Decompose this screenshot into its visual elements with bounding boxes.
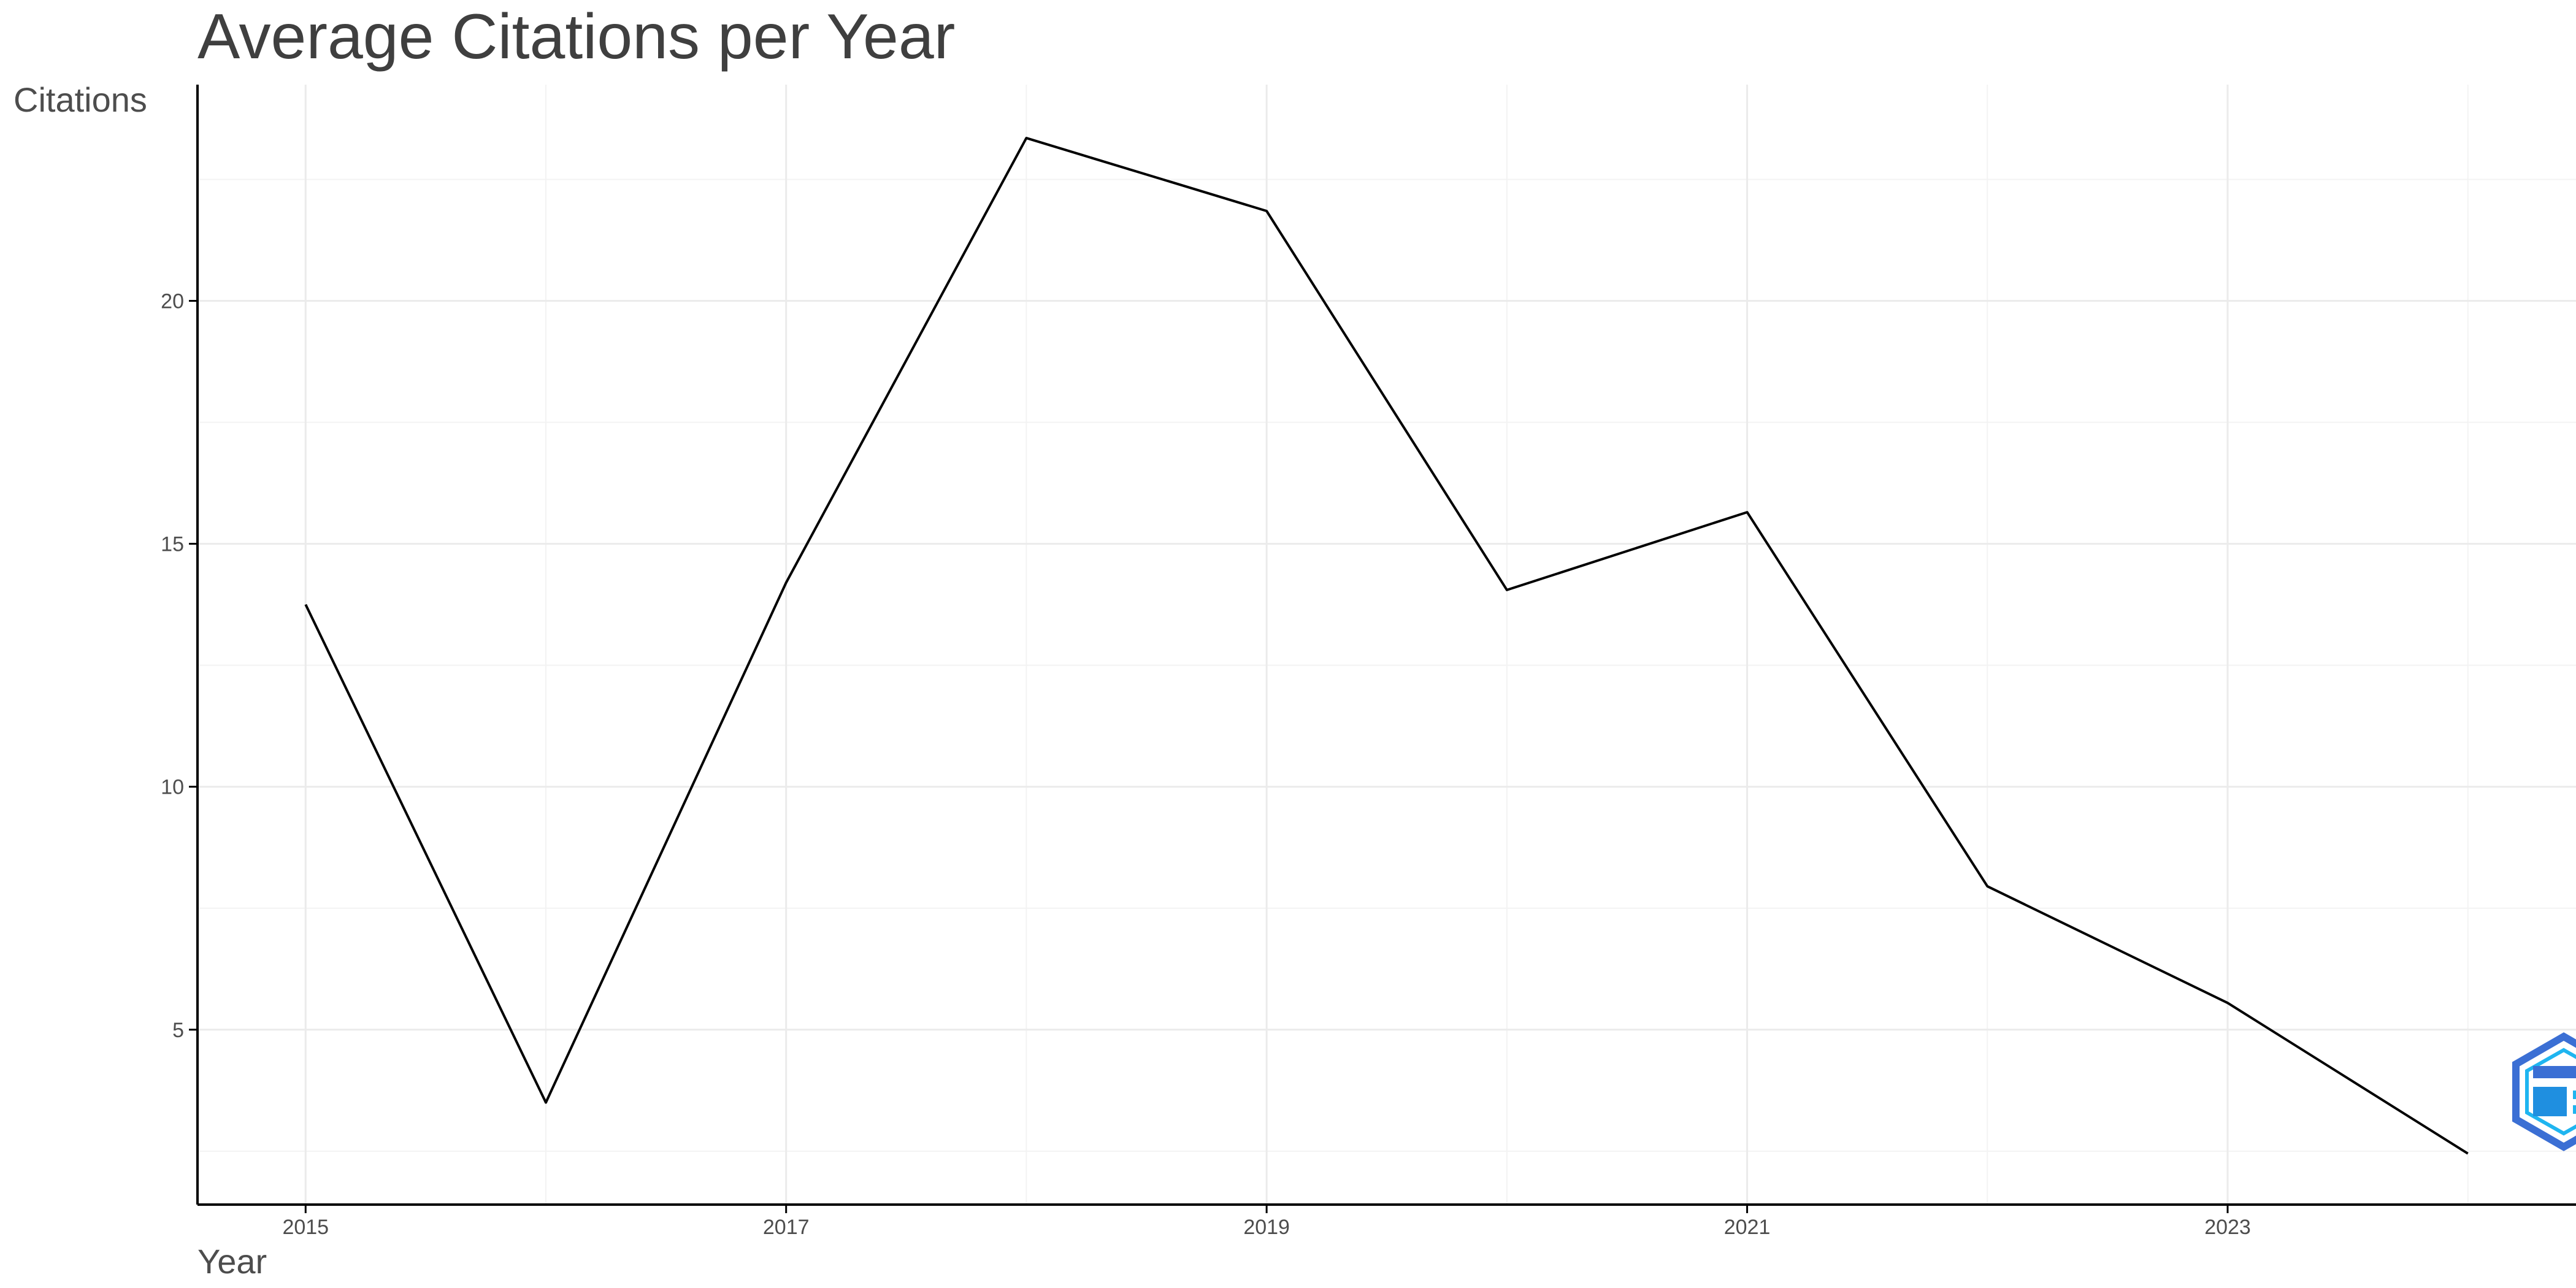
bibliometrix-logo-icon [2512, 1032, 2576, 1151]
x-axis-label: Year [197, 1242, 267, 1281]
y-ticks: 5 10 15 20 [161, 290, 197, 1042]
x-tick-label: 2019 [1243, 1216, 1290, 1239]
y-tick-label: 20 [161, 290, 184, 313]
y-tick-label: 5 [172, 1019, 184, 1042]
y-axis-label: Citations [13, 80, 147, 119]
series-line [304, 137, 2469, 1155]
series-group [304, 137, 2469, 1155]
x-tick-label: 2021 [1724, 1216, 1771, 1239]
grid [197, 85, 2576, 1205]
x-ticks: 2015 2017 2019 2021 2023 [282, 1205, 2251, 1239]
chart-title: Average Citations per Year [197, 1, 955, 72]
y-tick-label: 15 [161, 533, 184, 556]
axes [196, 85, 2576, 1206]
x-tick-label: 2017 [763, 1216, 810, 1239]
y-tick-label: 10 [161, 776, 184, 799]
x-tick-label: 2023 [2204, 1216, 2251, 1239]
x-tick-label: 2015 [282, 1216, 329, 1239]
